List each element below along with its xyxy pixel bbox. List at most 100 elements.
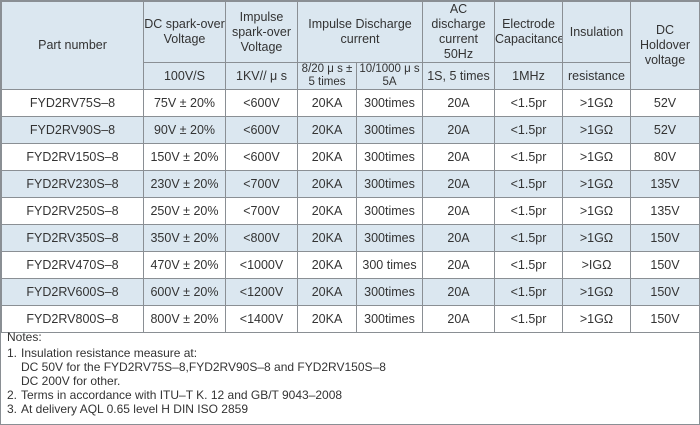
cell-dc-spark: 470V ± 20%	[143, 251, 226, 279]
cell-insulation: >1GΩ	[562, 116, 631, 144]
cell-dc-spark: 75V ± 20%	[143, 89, 226, 117]
header-insulation: Insulation	[562, 1, 631, 63]
note-item: 2. Terms in accordance with ITU–T K. 12 a…	[7, 388, 386, 402]
cell-impulse-10-1000: 300times	[356, 89, 423, 117]
cell-impulse-10-1000: 300times	[356, 116, 423, 144]
cell-part-number: FYD2RV250S–8	[1, 197, 144, 225]
spec-table: Part number DC spark-over Voltage Impuls…	[1, 1, 700, 333]
header-ac-discharge: AC discharge current 50Hz	[422, 1, 495, 63]
notes-section: Notes: 1. Insulation resistance measure a…	[7, 330, 386, 416]
header-impulse-discharge: Impulse Discharge current	[297, 1, 423, 63]
cell-insulation: >1GΩ	[562, 89, 631, 117]
cell-impulse-10-1000: 300times	[356, 170, 423, 198]
header-dc-holdover: DC Holdover voltage	[630, 1, 700, 90]
cell-dc-holdover: 52V	[630, 89, 700, 117]
cell-part-number: FYD2RV90S–8	[1, 116, 144, 144]
cell-dc-spark: 800V ± 20%	[143, 305, 226, 333]
note-item: DC 200V for other.	[7, 374, 386, 388]
cell-impulse-spark: <600V	[225, 143, 298, 171]
table-row: FYD2RV75S–8 75V ± 20% <600V 20KA 300times 20A…	[1, 89, 700, 117]
cell-dc-holdover: 80V	[630, 143, 700, 171]
cell-impulse-8-20: 20KA	[297, 89, 357, 117]
cell-ac-discharge: 20A	[422, 197, 495, 225]
table-row: FYD2RV600S–8 600V ± 20% <1200V 20KA 300times…	[1, 278, 700, 306]
cell-impulse-8-20: 20KA	[297, 197, 357, 225]
note-item: DC 50V for the FYD2RV75S–8,FYD2RV90S–8 a…	[7, 360, 386, 374]
cell-impulse-spark: <1000V	[225, 251, 298, 279]
cell-ac-discharge: 20A	[422, 278, 495, 306]
table-row: FYD2RV800S–8 800V ± 20% <1400V 20KA 300times…	[1, 305, 700, 333]
cell-impulse-10-1000: 300 times	[356, 251, 423, 279]
note-text: At delivery AQL 0.65 level H DIN ISO 285…	[21, 402, 248, 416]
note-text: DC 200V for other.	[21, 374, 121, 388]
cell-ac-discharge: 20A	[422, 143, 495, 171]
cell-insulation: >1GΩ	[562, 197, 631, 225]
cell-ac-discharge: 20A	[422, 251, 495, 279]
cell-ac-discharge: 20A	[422, 170, 495, 198]
cell-impulse-8-20: 20KA	[297, 305, 357, 333]
cell-dc-spark: 150V ± 20%	[143, 143, 226, 171]
cell-impulse-8-20: 20KA	[297, 170, 357, 198]
cell-dc-spark: 600V ± 20%	[143, 278, 226, 306]
cell-impulse-spark: <1400V	[225, 305, 298, 333]
table-body: FYD2RV75S–8 75V ± 20% <600V 20KA 300times 20A…	[1, 89, 700, 333]
cell-dc-spark: 350V ± 20%	[143, 224, 226, 252]
cell-insulation: >1GΩ	[562, 170, 631, 198]
cell-dc-spark: 90V ± 20%	[143, 116, 226, 144]
cell-dc-holdover: 150V	[630, 278, 700, 306]
cell-impulse-spark: <1200V	[225, 278, 298, 306]
header-dc-spark: DC spark-over Voltage	[143, 1, 226, 63]
header-part-number: Part number	[1, 1, 144, 90]
cell-impulse-10-1000: 300times	[356, 143, 423, 171]
table-row: FYD2RV350S–8 350V ± 20% <800V 20KA 300times 2…	[1, 224, 700, 252]
cell-part-number: FYD2RV75S–8	[1, 89, 144, 117]
cell-ac-discharge: 20A	[422, 116, 495, 144]
cell-dc-spark: 230V ± 20%	[143, 170, 226, 198]
table-row: FYD2RV470S–8 470V ± 20% <1000V 20KA 300 time…	[1, 251, 700, 279]
cell-impulse-8-20: 20KA	[297, 143, 357, 171]
table-row: FYD2RV230S–8 230V ± 20% <700V 20KA 300times 2…	[1, 170, 700, 198]
cell-impulse-8-20: 20KA	[297, 116, 357, 144]
cell-capacitance: <1.5pr	[494, 170, 563, 198]
cell-capacitance: <1.5pr	[494, 143, 563, 171]
cell-insulation: >1GΩ	[562, 305, 631, 333]
note-text: DC 50V for the FYD2RV75S–8,FYD2RV90S–8 a…	[21, 360, 386, 374]
cell-insulation: >1GΩ	[562, 278, 631, 306]
subheader-impulse-spark: 1KV// μ s	[225, 62, 298, 90]
cell-ac-discharge: 20A	[422, 89, 495, 117]
table-row: FYD2RV250S–8 250V ± 20% <700V 20KA 300times 2…	[1, 197, 700, 225]
cell-impulse-10-1000: 300times	[356, 224, 423, 252]
cell-ac-discharge: 20A	[422, 224, 495, 252]
subheader-dc-spark: 100V/S	[143, 62, 226, 90]
cell-dc-holdover: 150V	[630, 224, 700, 252]
cell-part-number: FYD2RV350S–8	[1, 224, 144, 252]
cell-impulse-spark: <700V	[225, 197, 298, 225]
table-row: FYD2RV90S–8 90V ± 20% <600V 20KA 300times 20A…	[1, 116, 700, 144]
cell-impulse-spark: <600V	[225, 89, 298, 117]
subheader-impulse-8-20: 8/20 μ s ± 5 times	[297, 62, 357, 90]
cell-part-number: FYD2RV600S–8	[1, 278, 144, 306]
cell-impulse-10-1000: 300times	[356, 278, 423, 306]
cell-impulse-8-20: 20KA	[297, 224, 357, 252]
cell-insulation: >1GΩ	[562, 143, 631, 171]
cell-dc-holdover: 135V	[630, 170, 700, 198]
cell-impulse-8-20: 20KA	[297, 278, 357, 306]
note-item: 1. Insulation resistance measure at:	[7, 346, 386, 360]
subheader-electrode-capacitance: 1MHz	[494, 62, 563, 90]
cell-insulation: >IGΩ	[562, 251, 631, 279]
cell-part-number: FYD2RV470S–8	[1, 251, 144, 279]
note-number: 3.	[7, 402, 18, 416]
cell-dc-holdover: 150V	[630, 251, 700, 279]
subheader-ac-discharge: 1S, 5 times	[422, 62, 495, 90]
cell-part-number: FYD2RV150S–8	[1, 143, 144, 171]
cell-impulse-spark: <700V	[225, 170, 298, 198]
cell-insulation: >1GΩ	[562, 224, 631, 252]
cell-dc-holdover: 150V	[630, 305, 700, 333]
subheader-insulation: resistance	[562, 62, 631, 90]
table-row: FYD2RV150S–8 150V ± 20% <600V 20KA 300times 2…	[1, 143, 700, 171]
note-text: Insulation resistance measure at:	[21, 346, 198, 360]
note-text: Terms in accordance with ITU–T K. 12 and…	[21, 388, 343, 402]
cell-dc-holdover: 135V	[630, 197, 700, 225]
cell-part-number: FYD2RV230S–8	[1, 170, 144, 198]
